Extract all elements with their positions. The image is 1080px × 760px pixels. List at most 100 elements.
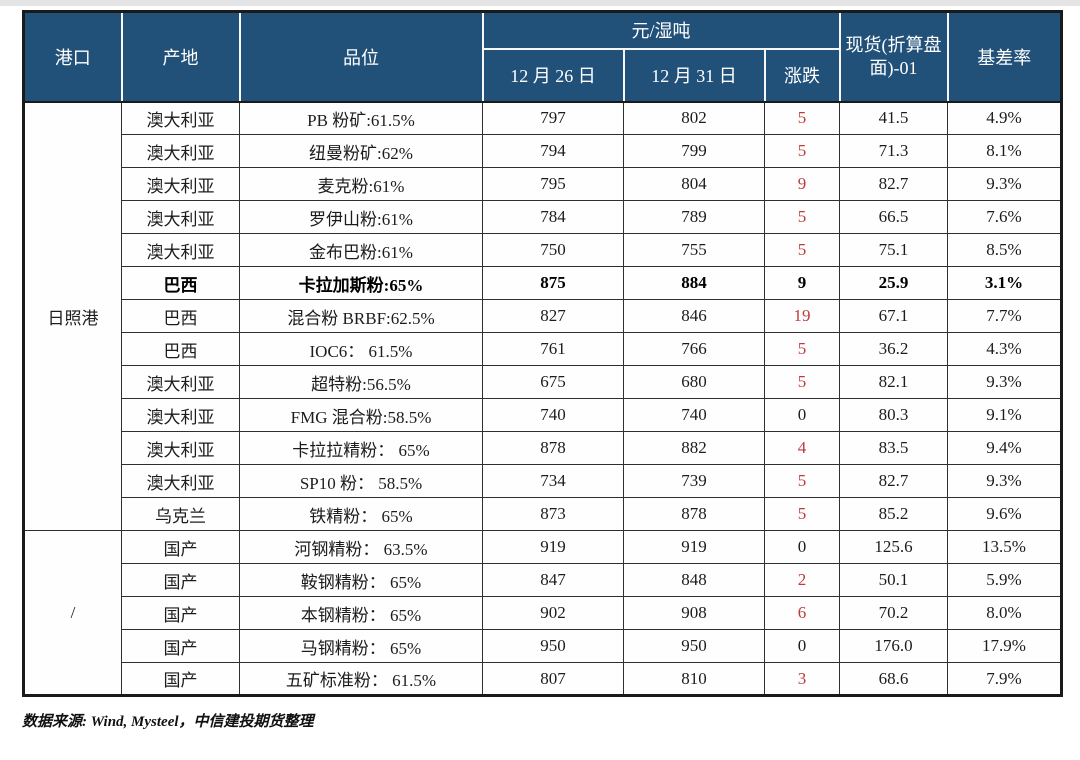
table-row: 国产 鞍钢精粉： 65% 847 848 2 50.1 5.9%: [24, 563, 1063, 597]
basis-rate-cell: 9.3%: [947, 365, 1063, 399]
origin-cell: 巴西: [121, 332, 240, 366]
change-cell: 3: [763, 662, 841, 696]
origin-cell: 国产: [121, 596, 240, 630]
origin-cell: 国产: [121, 563, 240, 597]
price-dec26-cell: 795: [482, 167, 624, 201]
col-header-date-dec31: 12 月 31 日: [622, 47, 766, 103]
origin-cell: 澳大利亚: [121, 464, 240, 498]
screenshot-top-strip: [0, 0, 1080, 6]
grade-cell: FMG 混合粉:58.5%: [239, 398, 483, 432]
basis-rate-cell: 8.5%: [947, 233, 1063, 267]
col-header-change: 涨跌: [763, 47, 841, 103]
price-dec31-cell: 680: [623, 365, 765, 399]
change-cell: 5: [763, 332, 841, 366]
change-cell: 0: [763, 629, 841, 663]
spot-cell: 50.1: [839, 563, 949, 597]
price-dec31-cell: 919: [623, 530, 765, 564]
grade-cell: 鞍钢精粉： 65%: [239, 563, 483, 597]
table-row: 澳大利亚 FMG 混合粉:58.5% 740 740 0 80.3 9.1%: [24, 398, 1063, 432]
price-dec26-cell: 734: [482, 464, 624, 498]
grade-cell: 麦克粉:61%: [239, 167, 483, 201]
grade-cell: 铁精粉： 65%: [239, 497, 483, 531]
spot-cell: 75.1: [839, 233, 949, 267]
col-header-unit-group: 元/湿吨: [481, 10, 841, 50]
basis-rate-cell: 5.9%: [947, 563, 1063, 597]
spot-cell: 83.5: [839, 431, 949, 465]
spot-cell: 85.2: [839, 497, 949, 531]
table-row: 巴西 IOC6： 61.5% 761 766 5 36.2 4.3%: [24, 332, 1063, 366]
change-cell: 6: [763, 596, 841, 630]
basis-rate-cell: 8.0%: [947, 596, 1063, 630]
price-dec26-cell: 761: [482, 332, 624, 366]
price-dec31-cell: 846: [623, 299, 765, 333]
grade-cell: 河钢精粉： 63.5%: [239, 530, 483, 564]
change-cell: 5: [763, 497, 841, 531]
grade-cell: 混合粉 BRBF:62.5%: [239, 299, 483, 333]
spot-cell: 66.5: [839, 200, 949, 234]
price-dec31-cell: 799: [623, 134, 765, 168]
basis-rate-cell: 7.6%: [947, 200, 1063, 234]
table-row: 乌克兰 铁精粉： 65% 873 878 5 85.2 9.6%: [24, 497, 1063, 531]
spot-cell: 68.6: [839, 662, 949, 696]
spot-cell: 82.7: [839, 464, 949, 498]
spot-cell: 36.2: [839, 332, 949, 366]
price-dec26-cell: 875: [482, 266, 624, 300]
spot-cell: 71.3: [839, 134, 949, 168]
origin-cell: 澳大利亚: [121, 233, 240, 267]
price-dec26-cell: 919: [482, 530, 624, 564]
price-dec31-cell: 789: [623, 200, 765, 234]
price-dec31-cell: 739: [623, 464, 765, 498]
table-row: 巴西 混合粉 BRBF:62.5% 827 846 19 67.1 7.7%: [24, 299, 1063, 333]
origin-cell: 澳大利亚: [121, 167, 240, 201]
price-dec26-cell: 675: [482, 365, 624, 399]
grade-cell: 罗伊山粉:61%: [239, 200, 483, 234]
basis-rate-cell: 17.9%: [947, 629, 1063, 663]
price-dec31-cell: 740: [623, 398, 765, 432]
grade-cell: 金布巴粉:61%: [239, 233, 483, 267]
table-row: 澳大利亚 超特粉:56.5% 675 680 5 82.1 9.3%: [24, 365, 1063, 399]
price-dec26-cell: 873: [482, 497, 624, 531]
spot-cell: 25.9: [839, 266, 949, 300]
header-row-2: 12 月 26 日 12 月 31 日 涨跌: [24, 47, 1062, 103]
price-dec31-cell: 802: [623, 101, 765, 135]
change-cell: 5: [763, 200, 841, 234]
table-row: 巴西 卡拉加斯粉:65% 875 884 9 25.9 3.1%: [24, 266, 1063, 300]
price-dec26-cell: 902: [482, 596, 624, 630]
spot-cell: 125.6: [839, 530, 949, 564]
spot-cell: 82.7: [839, 167, 949, 201]
spot-cell: 80.3: [839, 398, 949, 432]
basis-rate-cell: 7.7%: [947, 299, 1063, 333]
table-row: 澳大利亚 纽曼粉矿:62% 794 799 5 71.3 8.1%: [24, 134, 1063, 168]
table-row: 澳大利亚 金布巴粉:61% 750 755 5 75.1 8.5%: [24, 233, 1063, 267]
col-header-spot: 现货(折算盘面)-01: [838, 10, 949, 103]
col-header-date-dec26: 12 月 26 日: [481, 47, 625, 103]
spot-cell: 41.5: [839, 101, 949, 135]
origin-cell: 澳大利亚: [121, 200, 240, 234]
origin-cell: 乌克兰: [121, 497, 240, 531]
basis-rate-cell: 3.1%: [947, 266, 1063, 300]
price-dec31-cell: 908: [623, 596, 765, 630]
port-cell: /: [23, 530, 122, 696]
grade-cell: 本钢精粉： 65%: [239, 596, 483, 630]
basis-rate-cell: 9.1%: [947, 398, 1063, 432]
origin-cell: 澳大利亚: [121, 134, 240, 168]
basis-rate-cell: 9.3%: [947, 464, 1063, 498]
grade-cell: SP10 粉： 58.5%: [239, 464, 483, 498]
origin-cell: 巴西: [121, 299, 240, 333]
table-row: 澳大利亚 麦克粉:61% 795 804 9 82.7 9.3%: [24, 167, 1063, 201]
basis-rate-cell: 8.1%: [947, 134, 1063, 168]
change-cell: 5: [763, 101, 841, 135]
price-dec26-cell: 740: [482, 398, 624, 432]
data-source-note: 数据来源: Wind, Mysteel，中信建投期货整理: [22, 714, 314, 730]
price-dec31-cell: 755: [623, 233, 765, 267]
price-dec31-cell: 804: [623, 167, 765, 201]
price-dec31-cell: 810: [623, 662, 765, 696]
change-cell: 2: [763, 563, 841, 597]
price-dec26-cell: 950: [482, 629, 624, 663]
table-body: 日照港 澳大利亚 PB 粉矿:61.5% 797 802 5 41.5 4.9% 澳大利亚 纽曼粉…: [23, 101, 1063, 696]
change-cell: 5: [763, 134, 841, 168]
col-header-basis-rate: 基差率: [946, 10, 1063, 103]
table-row: 国产 本钢精粉： 65% 902 908 6 70.2 8.0%: [24, 596, 1063, 630]
price-dec26-cell: 878: [482, 431, 624, 465]
price-dec31-cell: 878: [623, 497, 765, 531]
